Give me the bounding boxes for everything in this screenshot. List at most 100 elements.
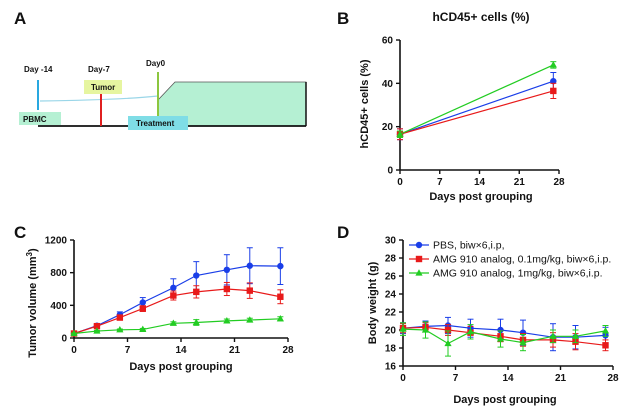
- chart-d-y-tick-label: 28: [385, 254, 397, 265]
- chart-c-data-point: [246, 262, 253, 269]
- chart-d-x-tick-label: 7: [453, 373, 459, 384]
- chart-c-data-point: [223, 266, 231, 274]
- chart-d-data-point: [519, 338, 527, 346]
- chart-c-data-point: [139, 325, 147, 333]
- chart-d-series-3: [399, 321, 610, 357]
- chart-c-data-point: [276, 315, 284, 322]
- pbmc-box-label: PBMC: [23, 115, 47, 124]
- chart-b-series-1: [396, 72, 557, 141]
- chart-d-x-tick-label: 14: [502, 373, 514, 384]
- chart-c-data-point: [192, 318, 200, 326]
- chart-d-y-tick-label: 24: [385, 290, 397, 301]
- chart-d-legend: PBS, biw×6,i.p, AMG 910 analog, 0.1mg/kg,…: [409, 240, 611, 280]
- chart-b-data-point: [550, 77, 557, 85]
- chart-b-series-line: [399, 80, 554, 135]
- chart-c-x-tick-label: 7: [125, 345, 131, 356]
- chart-c-data-point: [277, 293, 284, 300]
- chart-b-y-tick-label: 40: [382, 79, 394, 90]
- chart-d-data-point: [399, 325, 407, 332]
- chart-c-data-point: [70, 329, 78, 337]
- chart-b-series-2: [396, 82, 557, 141]
- chart-d-y-tick-label: 22: [385, 308, 397, 319]
- legend-marker: [415, 255, 423, 263]
- chart-b-x-tick-label: 14: [474, 177, 486, 188]
- panel-label-c: C: [14, 223, 26, 242]
- chart-c-series-3: [70, 315, 284, 337]
- chart-c-y-tick-label: 400: [50, 301, 67, 312]
- chart-d-y-tick-label: 30: [385, 236, 397, 247]
- chart-c-y-axis-label: Tumor volume (mm3): [25, 248, 40, 358]
- chart-d-data-point: [602, 342, 609, 349]
- tumor-box: [84, 80, 122, 94]
- chart-c-data-point: [170, 292, 177, 299]
- chart-d-x-tick-label: 28: [607, 373, 619, 384]
- panel-label-b: B: [337, 9, 349, 28]
- chart-d-y-tick-label: 26: [385, 272, 397, 283]
- chart-c-data-point: [246, 316, 254, 323]
- chart-d-data-point: [497, 326, 504, 334]
- chart-b-x-axis-label: Days post grouping: [429, 191, 532, 203]
- chart-c-x-tick-label: 21: [229, 345, 241, 356]
- chart-c-x-tick-label: 14: [175, 345, 187, 356]
- panel-label-a: A: [14, 9, 26, 28]
- chart-d-data-point: [444, 326, 452, 334]
- chart-d-data-point: [601, 327, 610, 334]
- chart-c-data-point: [223, 285, 231, 293]
- chart-c-x-axis-label: Days post grouping: [129, 361, 232, 373]
- chart-d-x-tick-label: 0: [400, 373, 406, 384]
- chart-b-series-line: [399, 64, 554, 135]
- chart-c-data-point: [139, 305, 146, 312]
- chart-c-data-point: [116, 326, 124, 333]
- chart-b-data-point: [549, 61, 557, 68]
- chart-b-x-tick-label: 21: [514, 177, 526, 188]
- tumor-box-label: Tumor: [91, 83, 115, 92]
- chart-c-data-point: [169, 319, 177, 326]
- tumor-growth-curve: [39, 95, 159, 102]
- legend-item-label: AMG 910 analog, 0.1mg/kg, biw×6,i.p.: [433, 254, 611, 266]
- chart-d-data-point: [421, 326, 430, 333]
- chart-b-y-tick-label: 20: [382, 122, 394, 133]
- chart-c-data-point: [193, 272, 200, 279]
- chart-d-y-tick-label: 18: [385, 344, 397, 355]
- chart-b-series-3: [396, 61, 557, 138]
- chart-c-data-point: [139, 299, 146, 306]
- chart-d-x-axis-label: Days post grouping: [453, 394, 556, 406]
- chart-b-series-line: [399, 90, 554, 135]
- chart-c-data-point: [116, 314, 124, 321]
- chart-tumor-volume: Days post grouping Tumor volume (mm3) 0 7…: [25, 236, 294, 374]
- legend-item-label: PBS, biw×6,i.p,: [433, 240, 505, 252]
- legend-item-label: AMG 910 analog, 1mg/kg, biw×6,i.p.: [433, 268, 603, 280]
- chart-c-y-tick-label: 0: [61, 334, 67, 345]
- chart-c-data-point: [170, 284, 177, 291]
- event-day-minus-7-label: Day-7: [88, 65, 110, 74]
- chart-c-data-point: [93, 327, 101, 334]
- chart-d-x-tick-label: 21: [555, 373, 567, 384]
- chart-b-title: hCD45+ cells (%): [432, 10, 529, 24]
- chart-c-data-point: [246, 287, 253, 294]
- treatment-box-label: Treatment: [136, 119, 175, 128]
- event-day-0-label: Day0: [146, 59, 166, 68]
- chart-b-data-point: [550, 87, 557, 95]
- chart-c-data-point: [93, 322, 101, 330]
- panel-label-d: D: [337, 223, 349, 242]
- chart-c-x-tick-label: 0: [71, 345, 77, 356]
- chart-d-data-point: [496, 335, 505, 342]
- chart-b-x-tick-label: 28: [553, 177, 565, 188]
- event-day-minus-14-label: Day -14: [24, 65, 53, 74]
- experiment-timeline: Day -14 Day-7 Day0 PBMC Tumor Treatment: [19, 59, 307, 130]
- chart-c-data-point: [277, 262, 284, 270]
- chart-d-data-point: [444, 339, 452, 347]
- chart-c-data-point: [193, 288, 200, 296]
- chart-d-data-point: [549, 332, 557, 339]
- chart-b-x-tick-label: 7: [437, 177, 443, 188]
- legend-marker: [415, 269, 423, 276]
- chart-c-y-tick-label: 800: [50, 268, 67, 279]
- chart-c-x-tick-label: 28: [282, 345, 294, 356]
- chart-hcd45-cells: hCD45+ cells (%) Days post grouping hCD4…: [359, 10, 565, 203]
- chart-d-y-tick-label: 16: [385, 362, 397, 373]
- chart-b-x-tick-label: 0: [397, 177, 403, 188]
- legend-marker: [415, 241, 423, 249]
- chart-b-y-tick-label: 0: [387, 166, 393, 177]
- chart-b-data-point: [396, 130, 404, 137]
